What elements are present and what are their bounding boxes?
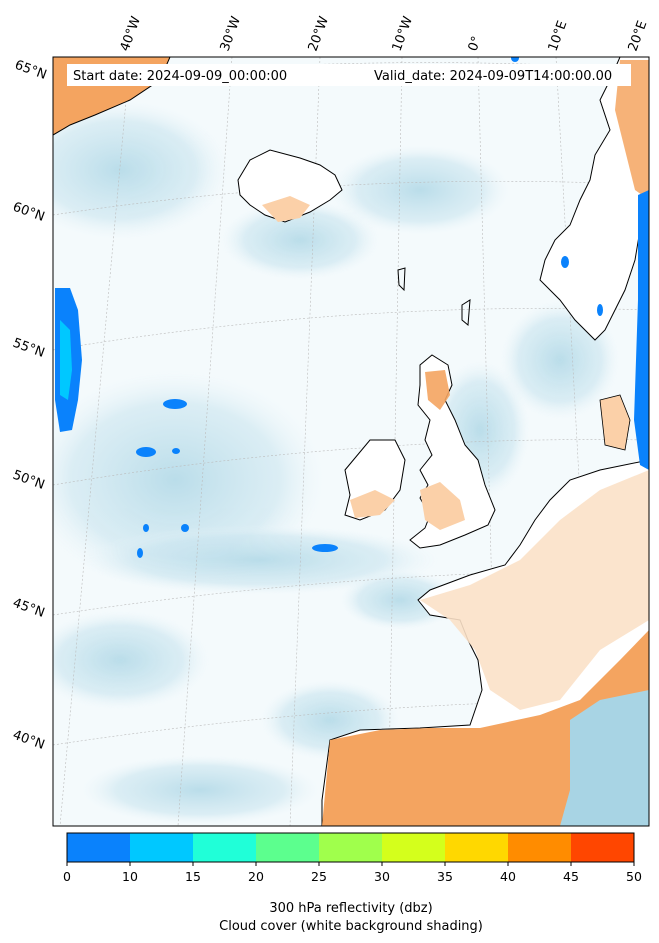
colorbar-frame [66,832,635,863]
map-frame [52,56,650,827]
colorbar-segment [130,833,194,862]
colorbar-tick-label: 50 [626,869,642,884]
colorbar-segment [508,833,572,862]
colorbar-tick-label: 15 [185,869,201,884]
iberia [322,630,649,826]
colorbar-tick-label: 20 [248,869,264,884]
colorbar-tick-label: 0 [63,869,71,884]
colorbar-segment [571,833,635,862]
lon-label: 40°W [118,14,144,53]
colorbar-tick-label: 35 [437,869,453,884]
lat-label: 55°N [11,336,47,361]
colorbar-tick-label: 45 [563,869,579,884]
lon-label: 30°W [218,14,244,53]
colorbar-segment [193,833,257,862]
valid-date: Valid_date: 2024-09-09T14:00:00.00 [374,69,612,84]
lat-label: 50°N [11,468,47,493]
colorbar-segment [445,833,509,862]
colorbar-subtitle: Cloud cover (white background shading) [219,919,483,934]
colorbar-tick-label: 40 [500,869,516,884]
colorbar-tick-label: 10 [122,869,138,884]
colorbar: 0 10 15 20 25 30 35 40 45 50 [63,832,642,884]
colorbar-segment [382,833,446,862]
lon-label: 10°E [546,19,571,54]
lat-label: 40°N [11,728,47,753]
colorbar-title: 300 hPa reflectivity (dbz) [269,901,432,916]
lon-label: 10°W [390,14,416,53]
colorbar-segment [67,833,131,862]
lat-label: 60°N [11,200,47,225]
colorbar-tick-label: 25 [311,869,327,884]
colorbar-segment [319,833,383,862]
start-date: Start date: 2024-09-09_00:00:00 [73,69,287,84]
colorbar-tick-label: 30 [374,869,390,884]
header-box [67,64,631,86]
reflectivity-layer [55,57,649,558]
colorbar-segment [256,833,320,862]
map-area [53,57,649,826]
lon-label: 0° [466,34,485,53]
lat-label: 65°N [13,58,49,83]
lon-label: 20°W [306,14,332,53]
lon-label: 20°E [626,19,651,54]
iceland [237,149,343,223]
lat-label: 45°N [11,596,47,621]
